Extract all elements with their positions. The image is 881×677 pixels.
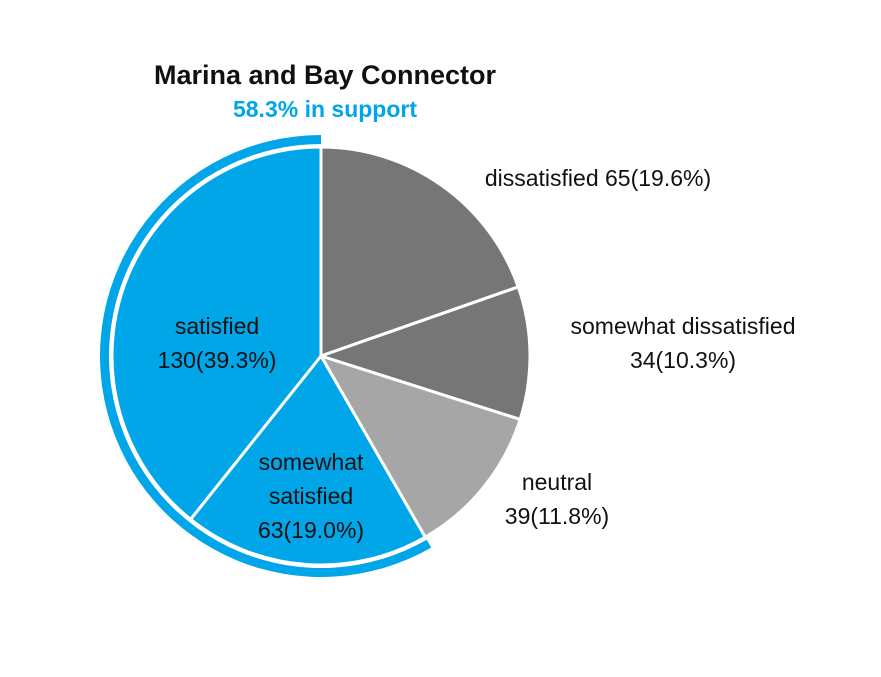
slice-label-somewhat-satisfied: somewhat satisfied 63(19.0%) [258,449,364,543]
pie-slice-somewhat-satisfied [189,354,427,567]
slice-label-line: neutral [522,469,592,495]
slice-label-somewhat-dissatisfied: somewhat dissatisfied 34(10.3%) [571,313,796,373]
slice-label-neutral: neutral 39(11.8%) [505,469,609,529]
slice-label-line: satisfied [175,313,259,339]
chart-title: Marina and Bay Connector [154,60,497,90]
pie-slice-satisfied [110,145,323,521]
slice-label-satisfied: satisfied 130(39.3%) [158,313,277,373]
slice-label-dissatisfied: dissatisfied 65(19.6%) [485,165,711,191]
slice-label-line: 39(11.8%) [505,503,609,529]
slices-layer [110,145,532,567]
slice-label-line: satisfied [269,483,353,509]
slice-label-line: somewhat dissatisfied [571,313,796,339]
slice-label-line: 130(39.3%) [158,347,277,373]
slice-label-line: 34(10.3%) [630,347,736,373]
labels-layer: dissatisfied 65(19.6%) somewhat dissatisf… [158,165,796,543]
slice-label-line: dissatisfied 65(19.6%) [485,165,711,191]
chart-subtitle: 58.3% in support [233,96,417,122]
pie-slice-somewhat-dissatisfied [319,285,532,421]
pie-slice-neutral [319,354,522,539]
slice-label-line: somewhat [259,449,364,475]
slice-label-line: 63(19.0%) [258,517,364,543]
